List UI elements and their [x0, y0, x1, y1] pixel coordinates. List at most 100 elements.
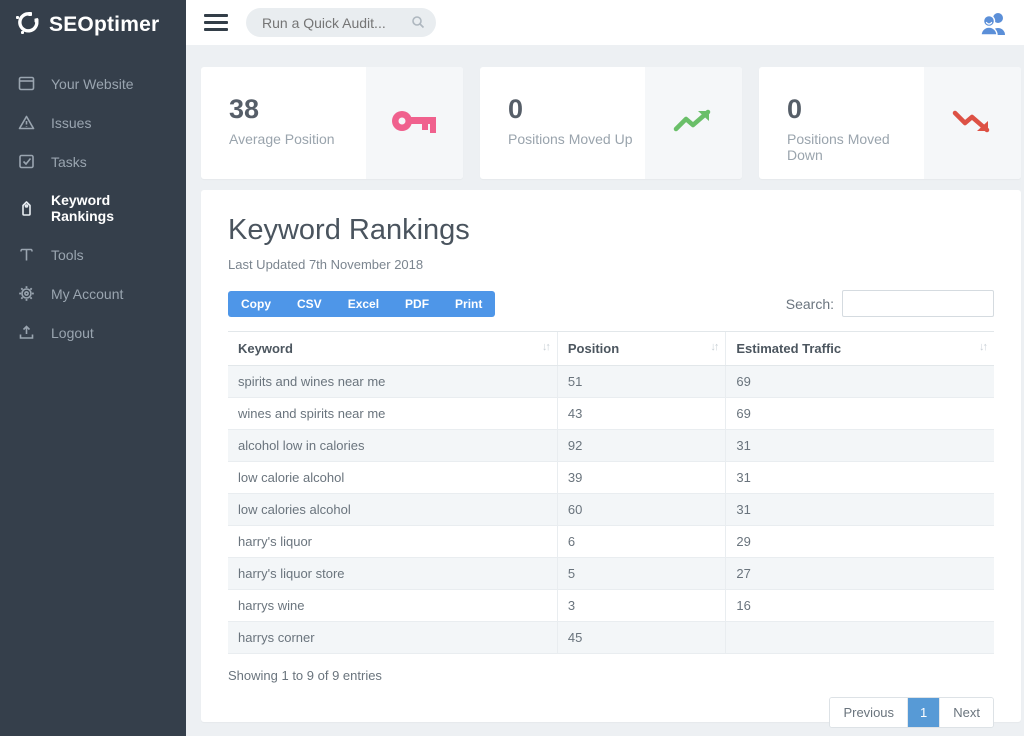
sidebar-item-label: Keyword Rankings: [51, 192, 115, 224]
hammer-icon: [18, 246, 35, 263]
price-tag-icon: [18, 200, 35, 217]
position-cell: 39: [556, 461, 726, 494]
table-row[interactable]: alcohol low in calories 92 31: [228, 429, 994, 462]
warning-triangle-icon: [18, 114, 35, 131]
table-row[interactable]: low calorie alcohol 39 31: [228, 461, 994, 494]
app-logo[interactable]: SEOptimer: [0, 0, 186, 48]
table-toolbar: Copy CSV Excel PDF Print Search:: [228, 290, 994, 317]
table-info-text: Showing 1 to 9 of 9 entries: [228, 668, 382, 683]
stat-card-positions-moved-up: 0 Positions Moved Up: [480, 67, 742, 179]
pagination: Previous 1 Next: [829, 697, 994, 728]
position-cell: 6: [556, 525, 726, 558]
traffic-cell: 31: [725, 493, 994, 526]
keyword-cell: low calories alcohol: [228, 493, 558, 526]
stat-card-positions-moved-down: 0 Positions Moved Down: [759, 67, 1021, 179]
page-title: Keyword Rankings: [228, 214, 470, 246]
pdf-button[interactable]: PDF: [392, 291, 442, 317]
stat-value: 38: [229, 94, 260, 124]
print-button[interactable]: Print: [442, 291, 495, 317]
previous-page-button[interactable]: Previous: [830, 698, 908, 727]
sidebar-item-label: Tools: [51, 246, 84, 263]
stat-value: 0: [787, 94, 803, 124]
traffic-cell: 29: [725, 525, 994, 558]
sidebar-item-label: My Account: [51, 285, 124, 302]
users-icon[interactable]: [978, 11, 1008, 35]
seoptimer-logo-icon: [14, 10, 40, 41]
table-row[interactable]: spirits and wines near me 51 69: [228, 365, 994, 398]
stat-cards: 38 Average Position: [201, 67, 1021, 179]
table-row[interactable]: low calories alcohol 60 31: [228, 493, 994, 526]
position-cell: 3: [556, 589, 726, 622]
sort-icon[interactable]: ↓↑: [541, 341, 551, 353]
main-area: 38 Average Position: [186, 0, 1024, 736]
content: 38 Average Position: [186, 45, 1024, 736]
keyword-cell: low calorie alcohol: [228, 461, 558, 494]
keyword-cell: harrys corner: [228, 621, 558, 654]
keyword-cell: harry's liquor store: [228, 557, 558, 590]
traffic-cell: 16: [725, 589, 994, 622]
trend-down-icon: [952, 107, 992, 140]
sidebar-item-your-website[interactable]: Your Website: [0, 64, 186, 103]
stat-label: Positions Moved Up: [508, 131, 633, 148]
sidebar-item-label: Tasks: [51, 153, 87, 170]
csv-button[interactable]: CSV: [284, 291, 335, 317]
sidebar-item-issues[interactable]: Issues: [0, 103, 186, 142]
key-icon: [392, 106, 437, 141]
next-page-button[interactable]: Next: [939, 698, 993, 727]
hamburger-menu-icon[interactable]: [204, 14, 228, 31]
column-header-keyword[interactable]: Keyword ↓↑: [228, 331, 558, 366]
sidebar-nav: Your Website Issues Tasks Keyword Rankin…: [0, 64, 186, 352]
page-1-button[interactable]: 1: [907, 698, 940, 727]
keyword-cell: alcohol low in calories: [228, 429, 558, 462]
stat-value: 0: [508, 94, 524, 124]
stat-label: Average Position: [229, 131, 335, 148]
sidebar-item-logout[interactable]: Logout: [0, 313, 186, 352]
table-search-input[interactable]: [842, 290, 994, 317]
keyword-cell: harrys wine: [228, 589, 558, 622]
table-row[interactable]: harry's liquor 6 29: [228, 525, 994, 558]
traffic-cell: 69: [725, 365, 994, 398]
sidebar-item-label: Your Website: [51, 75, 134, 92]
table-row[interactable]: harry's liquor store 5 27: [228, 557, 994, 590]
table-row[interactable]: harrys corner 45: [228, 621, 994, 654]
checkbox-icon: [18, 153, 35, 170]
trend-up-icon: [673, 107, 713, 140]
sidebar: SEOptimer Your Website Issues Tasks Keyw…: [0, 0, 186, 736]
table-row[interactable]: wines and spirits near me 43 69: [228, 397, 994, 430]
keyword-cell: spirits and wines near me: [228, 365, 558, 398]
search-label: Search:: [785, 295, 834, 312]
traffic-cell: 69: [725, 397, 994, 430]
traffic-cell: 31: [725, 461, 994, 494]
app-logo-text: SEOptimer: [49, 13, 160, 36]
table-row[interactable]: harrys wine 3 16: [228, 589, 994, 622]
sidebar-item-label: Issues: [51, 114, 92, 131]
last-updated-text: Last Updated 7th November 2018: [228, 257, 424, 272]
traffic-cell: [725, 621, 994, 654]
column-header-position[interactable]: Position ↓↑: [556, 331, 726, 366]
browser-window-icon: [18, 75, 35, 92]
position-cell: 92: [556, 429, 726, 462]
logout-icon: [18, 324, 35, 341]
stat-label: Positions Moved Down: [787, 131, 890, 164]
export-button-group: Copy CSV Excel PDF Print: [228, 290, 496, 317]
keyword-rankings-panel: Keyword Rankings Last Updated 7th Novemb…: [201, 190, 1021, 728]
copy-button[interactable]: Copy: [228, 291, 284, 317]
sidebar-item-keyword-rankings[interactable]: Keyword Rankings: [0, 181, 186, 235]
sidebar-item-tasks[interactable]: Tasks: [0, 142, 186, 181]
sort-icon[interactable]: ↓↑: [710, 341, 719, 353]
keyword-cell: harry's liquor: [228, 525, 558, 558]
keyword-cell: wines and spirits near me: [228, 397, 558, 430]
column-header-estimated-traffic[interactable]: Estimated Traffic ↓↑: [725, 331, 994, 366]
excel-button[interactable]: Excel: [335, 291, 392, 317]
sidebar-item-tools[interactable]: Tools: [0, 235, 186, 274]
sort-icon[interactable]: ↓↑: [979, 341, 988, 353]
traffic-cell: 27: [725, 557, 994, 590]
sidebar-item-my-account[interactable]: My Account: [0, 274, 186, 313]
quick-audit-input[interactable]: [246, 8, 436, 37]
position-cell: 51: [556, 365, 726, 398]
sidebar-item-label: Logout: [51, 324, 94, 341]
stat-card-average-position: 38 Average Position: [201, 67, 463, 179]
position-cell: 43: [556, 397, 726, 430]
keyword-rankings-table: Keyword ↓↑ Position ↓↑ Estimated Traffic ↓↑…: [228, 331, 994, 654]
gear-icon: [18, 285, 35, 302]
